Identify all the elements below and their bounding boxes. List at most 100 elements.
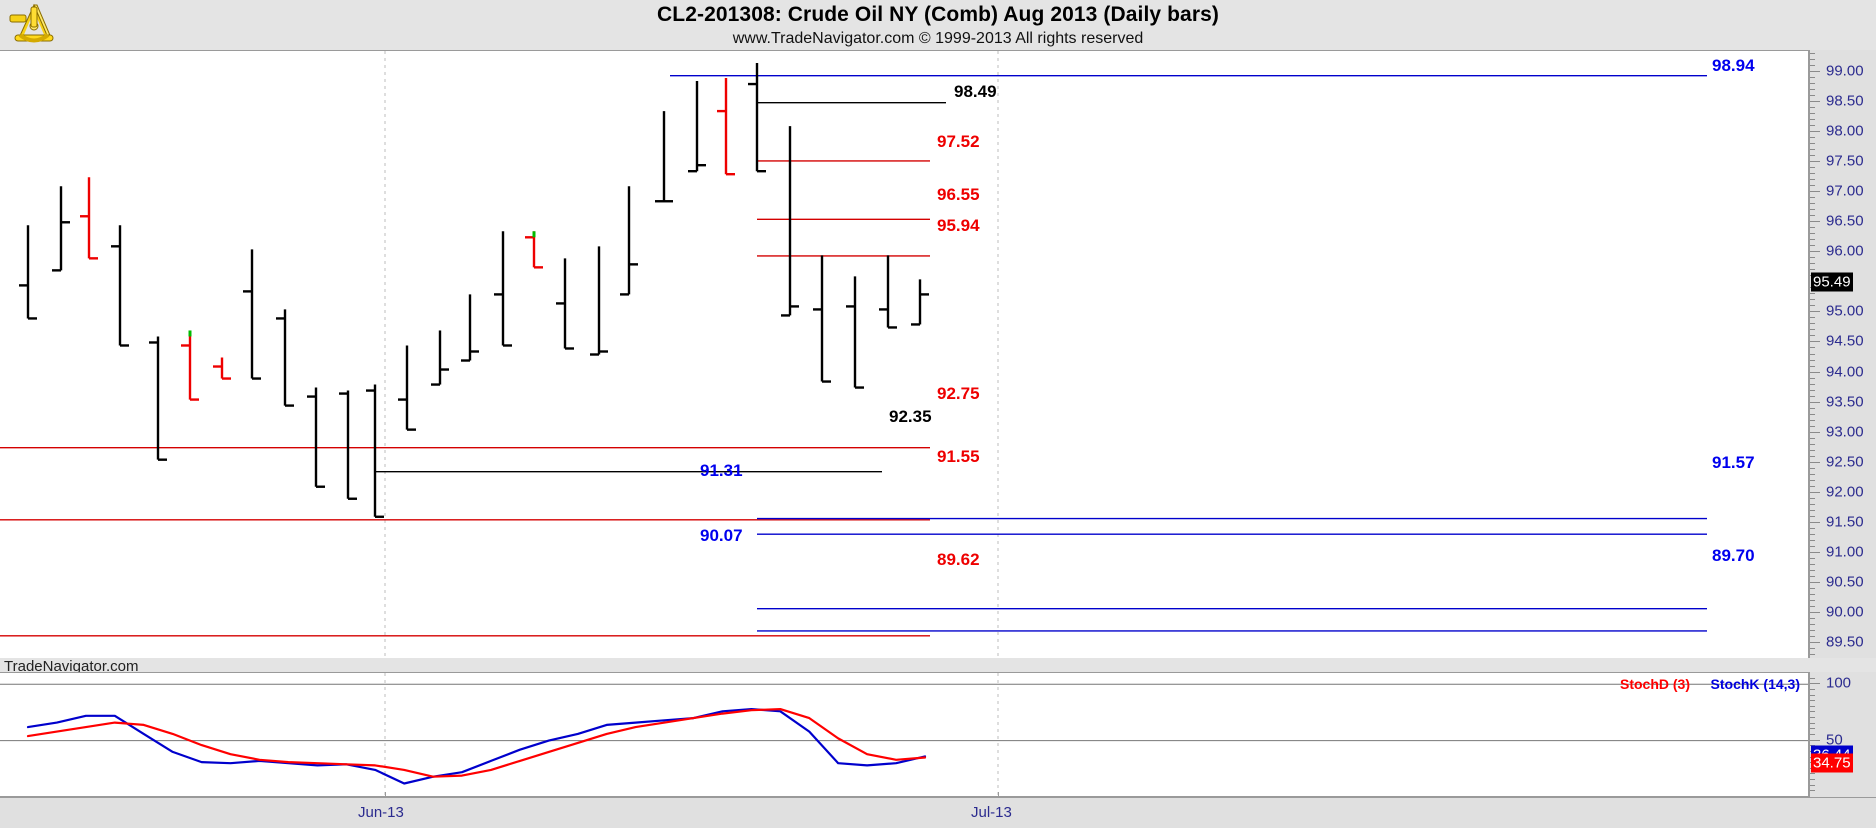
axis-label: 89.50 xyxy=(1826,633,1864,651)
axis-minor-tick xyxy=(1810,605,1815,607)
axis-tick xyxy=(1810,641,1820,643)
axis-minor-tick xyxy=(1810,497,1815,499)
ohlc-bar[interactable] xyxy=(80,177,98,260)
price-tag[interactable]: 96.55 xyxy=(937,185,980,204)
axis-tick xyxy=(1810,71,1820,73)
axis-label: 91.00 xyxy=(1826,543,1864,561)
axis-label: 94.50 xyxy=(1826,332,1864,350)
price-tag[interactable]: 89.70 xyxy=(1712,546,1755,565)
price-tag[interactable]: 92.75 xyxy=(937,384,980,403)
ohlc-bar[interactable] xyxy=(19,225,37,320)
ohlc-bar[interactable] xyxy=(879,255,897,329)
ohlc-bar[interactable] xyxy=(688,81,706,173)
axis-minor-tick xyxy=(1810,359,1815,361)
ohlc-bar[interactable] xyxy=(276,309,294,407)
ohlc-bar[interactable] xyxy=(655,111,673,203)
ohlc-bar[interactable] xyxy=(717,78,735,176)
axis-minor-tick xyxy=(1810,59,1815,60)
ohlc-bar[interactable] xyxy=(781,126,799,317)
ohlc-bar[interactable] xyxy=(398,345,416,431)
ohlc-bar[interactable] xyxy=(748,63,766,173)
axis-minor-tick xyxy=(1810,563,1815,565)
price-chart-pane[interactable]: 98.94 98.49 97.52 96.55 95.94 92.75 92.35 91.55… xyxy=(0,50,1809,658)
axis-tick xyxy=(1810,431,1820,433)
axis-minor-tick xyxy=(1810,329,1815,331)
stochastic-canvas xyxy=(0,673,1808,796)
ohlc-bar[interactable] xyxy=(813,255,831,383)
axis-minor-tick xyxy=(1810,89,1815,91)
ohlc-bar[interactable] xyxy=(461,294,479,362)
ohlc-bar[interactable] xyxy=(111,225,129,347)
indicator-series xyxy=(26,707,927,785)
ohlc-bar[interactable] xyxy=(339,390,357,500)
date-tick xyxy=(385,792,386,798)
ohlc-bar[interactable] xyxy=(911,279,929,326)
ohlc-bar[interactable] xyxy=(243,249,261,380)
price-tag[interactable]: 91.57 xyxy=(1712,453,1755,472)
axis-minor-tick xyxy=(1810,113,1815,115)
price-tag[interactable]: 89.62 xyxy=(937,550,980,569)
axis-minor-tick xyxy=(1810,185,1815,187)
ohlc-bar[interactable] xyxy=(494,231,512,347)
price-tag[interactable]: 97.52 xyxy=(937,132,980,151)
axis-minor-tick xyxy=(1810,443,1815,445)
axis-label: 90.50 xyxy=(1826,573,1864,591)
price-tag[interactable]: 95.94 xyxy=(937,216,980,235)
axis-minor-tick xyxy=(1810,317,1815,319)
axis-tick xyxy=(1810,251,1820,253)
axis-minor-tick xyxy=(1810,83,1815,85)
axis-minor-tick xyxy=(1810,479,1815,481)
ohlc-bar[interactable] xyxy=(525,231,543,269)
axis-minor-tick xyxy=(1810,533,1815,535)
axis-label: 92.50 xyxy=(1826,453,1864,471)
price-tag[interactable]: 92.35 xyxy=(889,407,932,426)
price-tag[interactable]: 91.31 xyxy=(700,461,743,480)
axis-minor-tick xyxy=(1810,653,1815,655)
ohlc-bar[interactable] xyxy=(366,384,384,518)
indicator-axis[interactable]: 1005036.4434.75 xyxy=(1809,672,1876,797)
price-chart-canvas xyxy=(0,51,1707,658)
price-tag[interactable]: 91.55 xyxy=(937,447,980,466)
ohlc-bar[interactable] xyxy=(213,357,231,380)
axis-tick xyxy=(1810,101,1820,103)
price-tag[interactable]: 98.94 xyxy=(1712,56,1755,75)
ohlc-bar[interactable] xyxy=(431,330,449,386)
price-axis[interactable]: 99.00 98.50 98.00 97.50 97.00 96.50 96.00 95.00… xyxy=(1809,50,1876,658)
ohlc-bar[interactable] xyxy=(52,186,70,272)
stochastic-indicator-pane[interactable]: StochD (3) StochK (14,3) xyxy=(0,672,1809,797)
ohlc-bar[interactable] xyxy=(590,246,608,356)
ohlc-bar[interactable] xyxy=(556,258,574,350)
axis-label: 93.00 xyxy=(1826,423,1864,441)
axis-minor-tick xyxy=(1810,383,1815,385)
ohlc-bar[interactable] xyxy=(620,186,638,296)
axis-tick xyxy=(1810,683,1820,685)
axis-minor-tick xyxy=(1810,155,1815,157)
page-title: CL2-201308: Crude Oil NY (Comb) Aug 2013… xyxy=(657,3,1219,26)
sextant-icon xyxy=(8,2,60,46)
axis-minor-tick xyxy=(1810,215,1815,217)
ohlc-bar[interactable] xyxy=(307,387,325,488)
price-tag[interactable]: 90.07 xyxy=(700,526,743,545)
axis-label: 92.00 xyxy=(1826,483,1864,501)
date-axis[interactable]: Jun-13 Jul-13 xyxy=(0,792,1876,828)
axis-minor-tick xyxy=(1810,407,1815,409)
axis-minor-tick xyxy=(1810,575,1815,577)
ohlc-bar[interactable] xyxy=(846,276,864,389)
axis-minor-tick xyxy=(1810,728,1815,730)
ohlc-bar[interactable] xyxy=(149,336,167,461)
axis-minor-tick xyxy=(1810,305,1815,307)
axis-minor-tick xyxy=(1810,545,1815,547)
axis-minor-tick xyxy=(1810,227,1815,229)
stoch-d-badge: 34.75 xyxy=(1811,753,1853,773)
axis-minor-tick xyxy=(1810,569,1815,571)
axis-minor-tick xyxy=(1810,425,1815,427)
axis-minor-tick xyxy=(1810,173,1815,175)
axis-minor-tick xyxy=(1810,503,1815,505)
ohlc-bar[interactable] xyxy=(181,330,199,401)
axis-minor-tick xyxy=(1810,377,1815,379)
axis-minor-tick xyxy=(1810,473,1815,475)
axis-minor-tick xyxy=(1810,119,1815,121)
price-tag[interactable]: 98.49 xyxy=(954,82,997,101)
axis-minor-tick xyxy=(1810,722,1815,724)
